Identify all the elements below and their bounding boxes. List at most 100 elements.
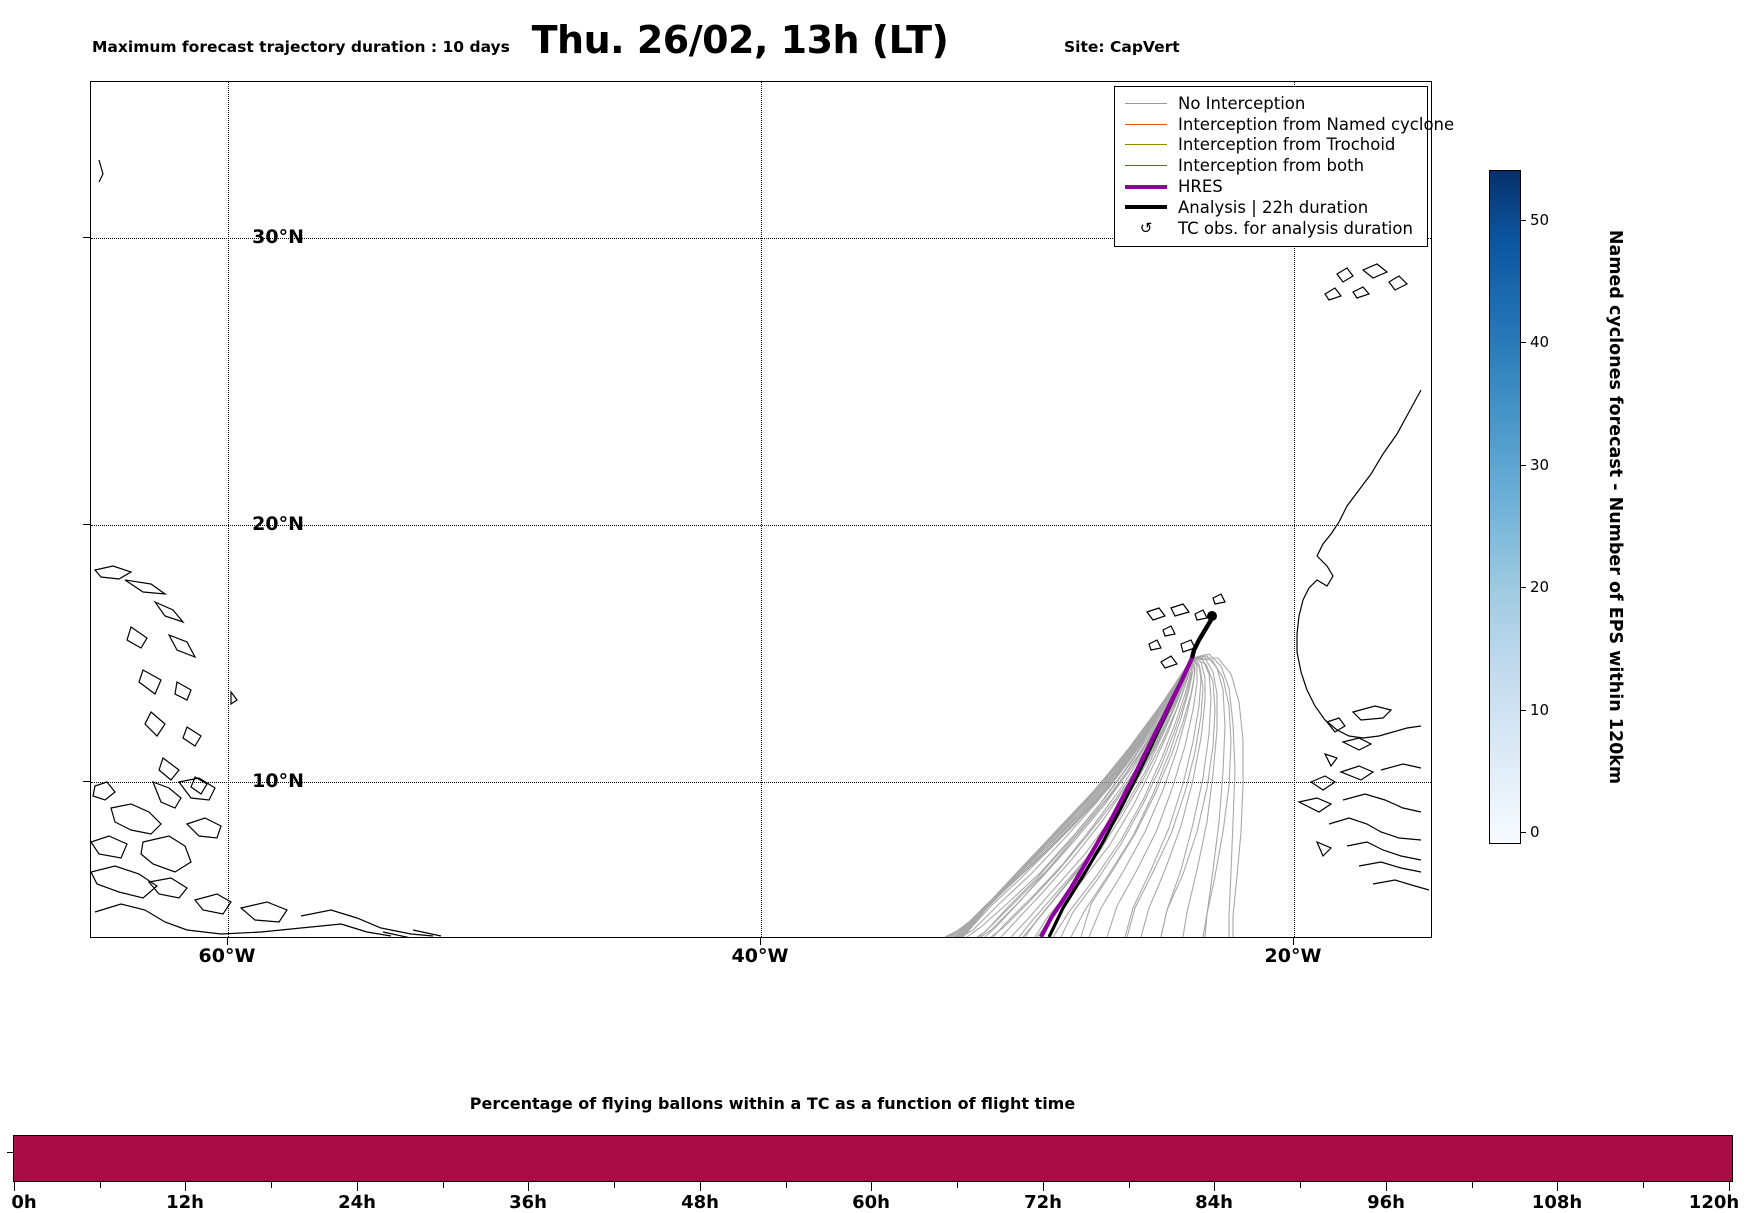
colorbar-tick-label-40: 40 [1530, 333, 1550, 351]
timeline-tick-114h [1643, 1182, 1644, 1188]
timeline-tick-54h [786, 1182, 787, 1188]
legend-line-swatch [1123, 205, 1169, 210]
coastlines [91, 159, 1430, 937]
timeline-label-48h: 48h [681, 1192, 719, 1213]
timeline-tick-60h [871, 1182, 872, 1191]
legend-item-hres: HRES [1123, 176, 1419, 197]
analysis-track [1189, 618, 1213, 659]
legend-item-named-cyclone: Interception from Named cyclone [1123, 114, 1454, 135]
xtick-label-20w: 20°W [1264, 945, 1322, 967]
timeline-tick-84h [1214, 1182, 1215, 1191]
ytick-mark-30n [83, 237, 90, 238]
gridline-longitude-40w [761, 82, 762, 937]
colorbar-tick-0 [1521, 832, 1526, 833]
timeline-tick-42h [614, 1182, 615, 1188]
header-left-line-1: Maximum forecast trajectory duration : 1… [92, 38, 510, 56]
legend-label: HRES [1178, 177, 1223, 197]
timeline-label-108h: 108h [1531, 1192, 1583, 1213]
colorbar-tick-label-30: 30 [1530, 456, 1550, 474]
ytick-label-30n: 30°N [252, 226, 304, 248]
colorbar-title: Named cyclones forecast - Number of EPS … [1605, 229, 1625, 785]
gridline-longitude-60w [228, 82, 229, 937]
map-legend: No Interception Interception from Named … [1114, 86, 1454, 247]
colorbar: 0 10 20 30 40 50 [1489, 170, 1549, 844]
timeline-tick-18h [271, 1182, 272, 1188]
gridline-latitude-30n [91, 238, 1431, 239]
tc-obs-marker [1207, 611, 1217, 621]
colorbar-tick-label-50: 50 [1530, 211, 1550, 229]
timeline-y-tick [7, 1152, 14, 1153]
timeline-tick-30h [443, 1182, 444, 1188]
colorbar-tick-label-10: 10 [1530, 701, 1550, 719]
timeline-label-120h: 120h [1688, 1192, 1740, 1213]
colorbar-tick-20 [1521, 587, 1526, 588]
timeline-tick-24h [357, 1182, 358, 1191]
timeline-tick-96h [1386, 1182, 1387, 1191]
ensemble-trajectories [944, 653, 1244, 937]
timeline-title: Percentage of flying ballons within a TC… [469, 1094, 1076, 1113]
ytick-label-20n: 20°N [252, 513, 304, 535]
gridline-latitude-10n [91, 782, 1431, 783]
legend-item-analysis: Analysis | 22h duration [1123, 197, 1419, 218]
legend-line-swatch [1123, 184, 1169, 189]
xtick-mark-20w [1293, 938, 1294, 945]
ytick-mark-20n [83, 524, 90, 525]
colorbar-tick-label-0: 0 [1530, 823, 1540, 841]
legend-label: No Interception [1178, 93, 1306, 113]
legend-line-swatch [1123, 144, 1169, 146]
gridline-longitude-20w [1294, 82, 1295, 937]
timeline-label-24h: 24h [338, 1192, 376, 1213]
timeline-tick-6h [100, 1182, 101, 1188]
legend-item-no-interception: No Interception [1123, 93, 1419, 114]
timeline-label-72h: 72h [1024, 1192, 1062, 1213]
timeline-label-36h: 36h [509, 1192, 547, 1213]
xtick-label-60w: 60°W [198, 945, 256, 967]
legend-line-swatch [1123, 123, 1169, 125]
ytick-mark-10n [83, 781, 90, 782]
cyclone-glyph: ↺ [1139, 218, 1153, 237]
timeline-tick-78h [1129, 1182, 1130, 1188]
xtick-label-40w: 40°W [731, 945, 789, 967]
timeline-tick-0h [14, 1182, 15, 1191]
timeline-label-60h: 60h [852, 1192, 890, 1213]
colorbar-tick-40 [1521, 342, 1526, 343]
colorbar-gradient [1489, 170, 1521, 844]
site-label: Site: CapVert [1064, 38, 1180, 56]
timeline-label-84h: 84h [1195, 1192, 1233, 1213]
legend-item-both: Interception from both [1123, 155, 1419, 176]
timeline-tick-90h [1300, 1182, 1301, 1188]
colorbar-tick-30 [1521, 465, 1526, 466]
legend-label: Analysis | 22h duration [1178, 197, 1369, 217]
legend-label: Interception from Named cyclone [1178, 114, 1455, 134]
legend-line-swatch [1123, 165, 1169, 167]
timeline-bar [13, 1135, 1733, 1182]
timeline-tick-48h [700, 1182, 701, 1191]
gridline-latitude-20n [91, 525, 1431, 526]
legend-label: Interception from both [1178, 156, 1365, 176]
timeline-tick-72h [1043, 1182, 1044, 1191]
colorbar-tick-label-20: 20 [1530, 578, 1550, 596]
legend-item-trochoid: Interception from Trochoid [1123, 135, 1419, 156]
legend-line-swatch [1123, 102, 1169, 104]
legend-label: TC obs. for analysis duration [1178, 218, 1413, 238]
timeline-tick-108h [1557, 1182, 1558, 1191]
timeline-tick-36h [528, 1182, 529, 1191]
page-title: Thu. 26/02, 13h (LT) [531, 18, 949, 62]
timeline-tick-12h [185, 1182, 186, 1191]
timeline-fill [14, 1136, 1732, 1181]
colorbar-tick-50 [1521, 220, 1526, 221]
hres-track [1039, 657, 1194, 937]
xtick-mark-40w [760, 938, 761, 945]
xtick-mark-60w [227, 938, 228, 945]
legend-item-tc-obs: ↺ TC obs. for analysis duration [1123, 218, 1419, 239]
legend-label: Interception from Trochoid [1178, 135, 1396, 155]
ytick-label-10n: 10°N [252, 770, 304, 792]
timeline-label-0h: 0h [11, 1192, 37, 1213]
timeline-tick-102h [1472, 1182, 1473, 1188]
timeline-tick-66h [957, 1182, 958, 1188]
colorbar-tick-10 [1521, 710, 1526, 711]
timeline-label-96h: 96h [1367, 1192, 1405, 1213]
timeline-label-12h: 12h [166, 1192, 204, 1213]
timeline-tick-120h [1729, 1182, 1730, 1191]
cyclone-icon: ↺ [1123, 218, 1169, 237]
